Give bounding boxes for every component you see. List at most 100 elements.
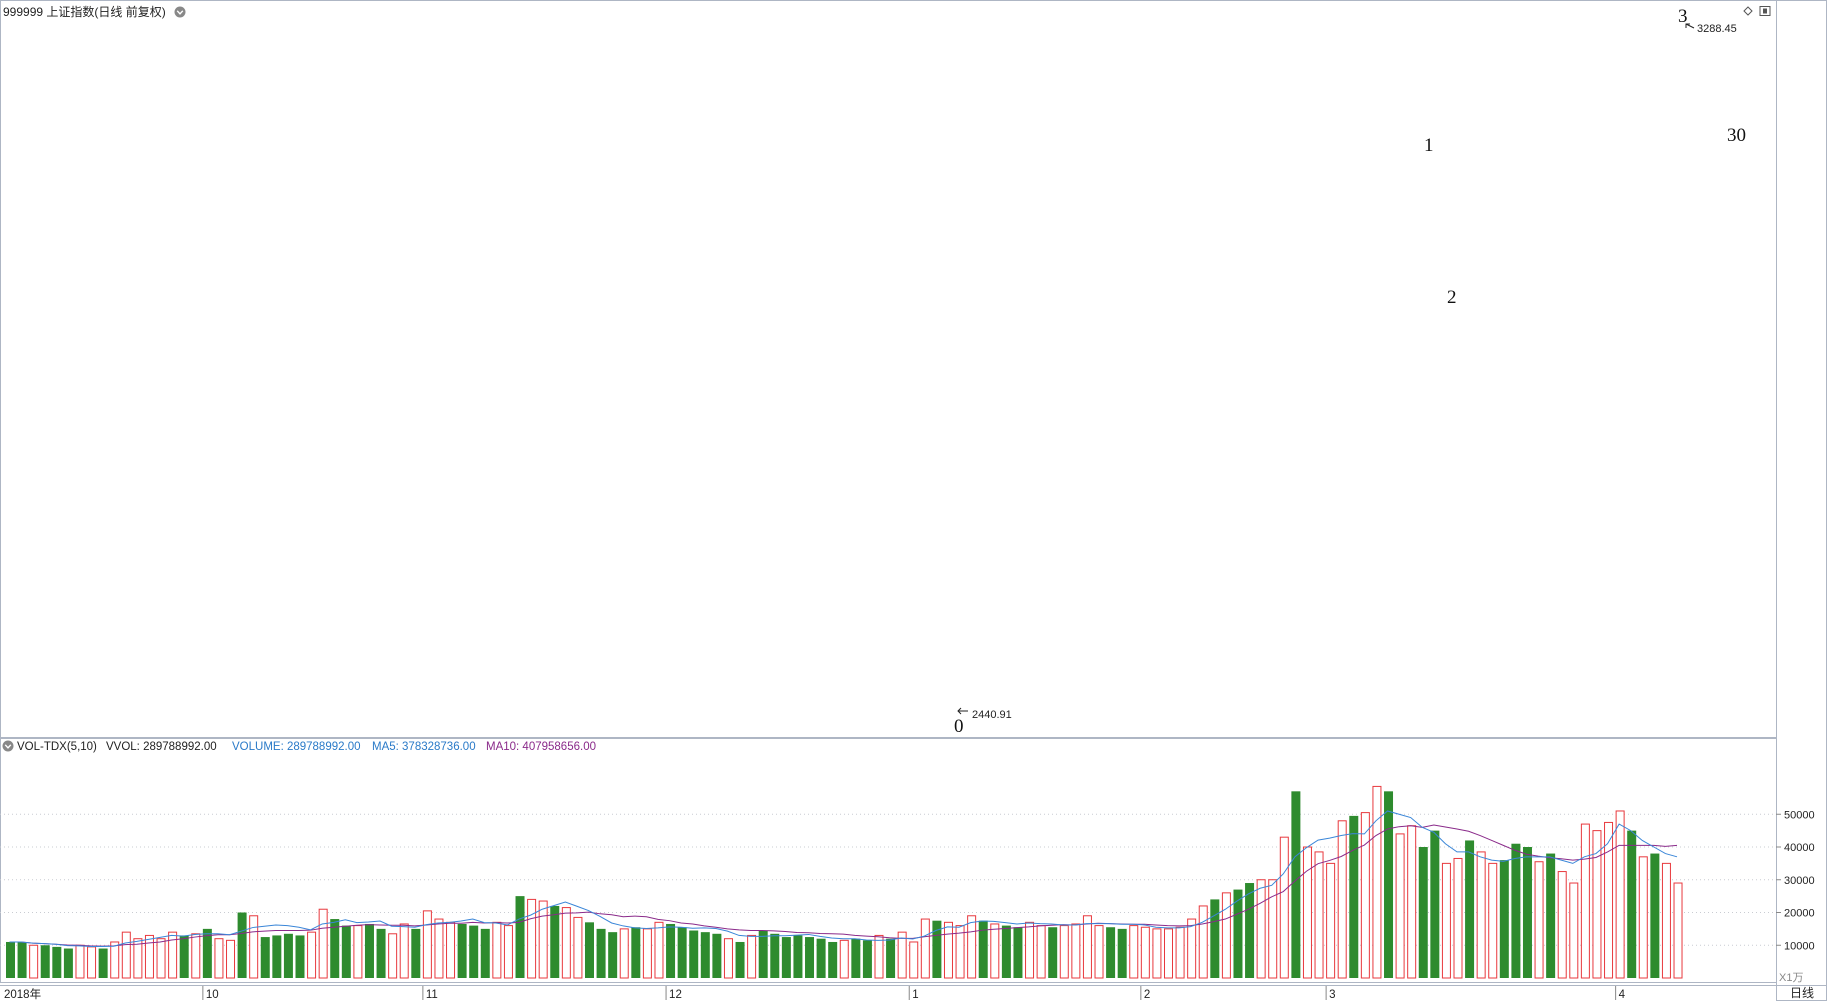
volume-moving-averages: [9, 810, 1678, 948]
high-price-arrow: [1685, 23, 1695, 29]
volume-bar-down: [52, 946, 62, 978]
volume-tick-label: 20000: [1784, 908, 1815, 920]
volume-bar-up: [967, 915, 977, 979]
volume-bar-up: [1314, 851, 1324, 979]
volume-bar-up: [87, 946, 97, 979]
volume-bar-down: [608, 932, 618, 978]
volume-bar-down: [272, 935, 282, 978]
time-tick-label: 4: [1619, 989, 1626, 1001]
volume-bar-down: [631, 927, 641, 978]
volume-bar-down: [1465, 840, 1475, 978]
time-axis: 2018年 10 11 12 1 2 3 4: [4, 986, 1626, 1001]
volume-bar-down: [862, 940, 872, 978]
volume-bar-up: [1082, 915, 1092, 979]
volume-bar-up: [133, 938, 143, 979]
volume-bar-down: [1499, 860, 1509, 978]
volume-bar-up: [503, 925, 513, 979]
volume-ma5-line: [9, 810, 1678, 948]
volume-bar-down: [1650, 853, 1660, 978]
volume-bar-down: [341, 925, 351, 978]
volume-bar-down: [1048, 927, 1058, 978]
volume-bar-down: [1418, 847, 1428, 978]
volume-bar-up: [1221, 892, 1231, 979]
volume-bar-up: [909, 941, 919, 979]
volume-bar-up: [1059, 925, 1069, 979]
volume-bar-down: [98, 948, 108, 978]
volume-bar-up: [1129, 925, 1139, 979]
volume-bar-down: [179, 935, 189, 978]
volume-bar-up: [1140, 926, 1150, 979]
volume-bar-down: [457, 923, 467, 978]
time-tick-label: 2018年: [4, 987, 41, 1001]
volume-bars: [6, 785, 1683, 979]
volume-bar-up: [1395, 833, 1405, 979]
volume-bar-down: [781, 937, 791, 978]
volume-bar-down: [1117, 928, 1127, 978]
volume-bar-up: [1175, 926, 1185, 979]
volume-bar-down: [260, 937, 270, 978]
volume-bar-up: [561, 907, 571, 979]
volume-bar-down: [330, 919, 340, 978]
volume-bar-down: [295, 935, 305, 978]
volume-bar-down: [793, 935, 803, 978]
volume-bar-down: [932, 920, 942, 978]
volume-bar-up: [1407, 825, 1417, 979]
volume-bar-up: [29, 944, 39, 979]
volume-bar-up: [1256, 879, 1266, 979]
period-label[interactable]: 日线: [1790, 986, 1814, 1000]
time-tick-label: 3: [1329, 989, 1335, 1001]
volume-bar-down: [735, 941, 745, 978]
chart-title: 999999 上证指数(日线 前复权): [3, 4, 166, 19]
panel-toggle-icon[interactable]: [1759, 6, 1771, 16]
volume-bar-up: [1661, 862, 1671, 979]
volume-bar-up: [642, 928, 652, 979]
volume-bar-up: [1441, 862, 1451, 979]
time-tick-label: 1: [912, 989, 918, 1001]
volume-bar-down: [63, 948, 73, 978]
volume-bar-up: [191, 933, 201, 979]
volume-bar-down: [596, 928, 606, 978]
diamond-icon[interactable]: [1743, 6, 1753, 16]
volume-bar-down: [1233, 889, 1243, 978]
volume-bar-up: [1152, 928, 1162, 979]
volume-bar-up: [874, 934, 884, 979]
volume-bar-down: [805, 937, 815, 978]
time-tick-label: 11: [426, 989, 438, 1001]
volume-bar-down: [1546, 853, 1556, 978]
volume-bar-down: [1291, 791, 1301, 978]
volume-bar-up: [399, 923, 409, 979]
volume-bar-up: [1302, 846, 1312, 979]
ma5-value: MA5: 378328736.00: [372, 741, 476, 753]
volume-bar-down: [816, 938, 826, 978]
volume-bar-up: [1604, 821, 1614, 979]
volume-bar-up: [388, 933, 398, 979]
volume-bar-up: [897, 931, 907, 979]
volume-bar-up: [1326, 862, 1336, 979]
high-price-annotation: 3288.45: [1697, 23, 1737, 35]
volume-bar-down: [689, 930, 699, 978]
volume-bar-up: [1569, 882, 1579, 979]
volume-bar-down: [480, 928, 490, 978]
volume-bar-down: [40, 945, 50, 978]
volume-bar-down: [712, 933, 722, 978]
low-price-annotation: 2440.91: [972, 709, 1012, 721]
volume-bar-up: [156, 938, 166, 979]
volume-ma10-line: [9, 824, 1678, 947]
volume-bar-up: [492, 921, 502, 979]
volume-bar-up: [527, 898, 537, 979]
volume-bar-down: [6, 941, 15, 978]
volume-bar-down: [886, 938, 896, 978]
wave-label-3: 3: [1678, 6, 1688, 27]
volume-bar-down: [1349, 815, 1359, 978]
wave-label-1: 1: [1424, 135, 1434, 156]
volume-options-icon[interactable]: [2, 740, 14, 752]
title-options-icon[interactable]: [174, 6, 186, 18]
volume-bar-up: [214, 938, 224, 979]
volume-bar-up: [955, 925, 965, 979]
volume-bar-down: [1106, 927, 1116, 978]
volume-bar-up: [226, 939, 236, 979]
volume-bar-down: [700, 932, 710, 978]
volume-bar-down: [1627, 830, 1637, 978]
volume-bar-down: [237, 912, 247, 978]
